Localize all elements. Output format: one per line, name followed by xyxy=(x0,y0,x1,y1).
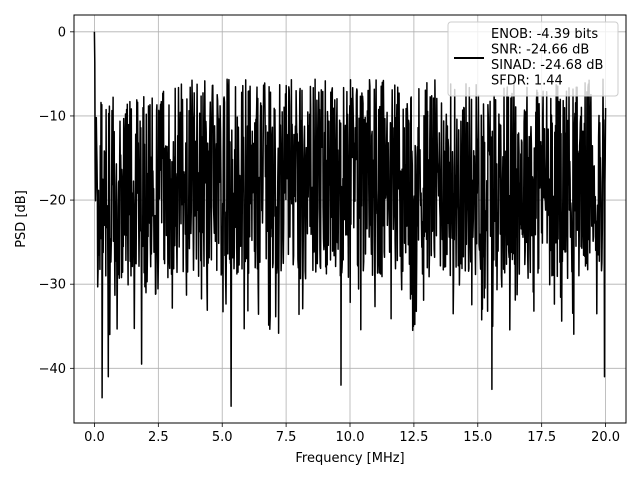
y-axis-label: PSD [dB] xyxy=(14,190,29,248)
x-tick-label: 7.5 xyxy=(276,430,297,445)
legend-label: ENOB: -4.39 bits SNR: -24.66 dB SINAD: -24… xyxy=(491,27,603,89)
x-tick-label: 20.0 xyxy=(591,430,620,445)
y-tick-label: 0 xyxy=(58,25,66,40)
x-tick-label: 5.0 xyxy=(212,430,233,445)
x-tick-label: 12.5 xyxy=(399,430,428,445)
legend-label-line: SINAD: -24.68 dB xyxy=(491,58,603,73)
legend-box xyxy=(447,21,619,97)
legend: ENOB: -4.39 bits SNR: -24.66 dB SINAD: -24… xyxy=(447,21,619,97)
x-axis-label: Frequency [MHz] xyxy=(295,451,404,466)
psd-trace xyxy=(93,31,607,407)
x-tick-label: 2.5 xyxy=(148,430,169,445)
y-axis: 0 −10 −20 −30 −40 xyxy=(39,25,74,377)
x-tick-label: 0.0 xyxy=(84,430,105,445)
y-tick-label: −40 xyxy=(39,362,66,377)
x-tick-label: 15.0 xyxy=(463,430,492,445)
legend-label-line: SNR: -24.66 dB xyxy=(491,43,589,58)
psd-series xyxy=(93,31,607,407)
y-tick-label: −10 xyxy=(39,109,66,124)
x-tick-label: 10.0 xyxy=(336,430,365,445)
x-axis: 0.0 2.5 5.0 7.5 10.0 12.5 15.0 17.5 20.0 xyxy=(84,423,620,445)
y-tick-label: −20 xyxy=(39,194,66,209)
y-tick-label: −30 xyxy=(39,278,66,293)
legend-label-line: ENOB: -4.39 bits xyxy=(491,27,598,42)
x-tick-label: 17.5 xyxy=(527,430,556,445)
legend-label-line: SFDR: 1.44 xyxy=(491,74,563,89)
